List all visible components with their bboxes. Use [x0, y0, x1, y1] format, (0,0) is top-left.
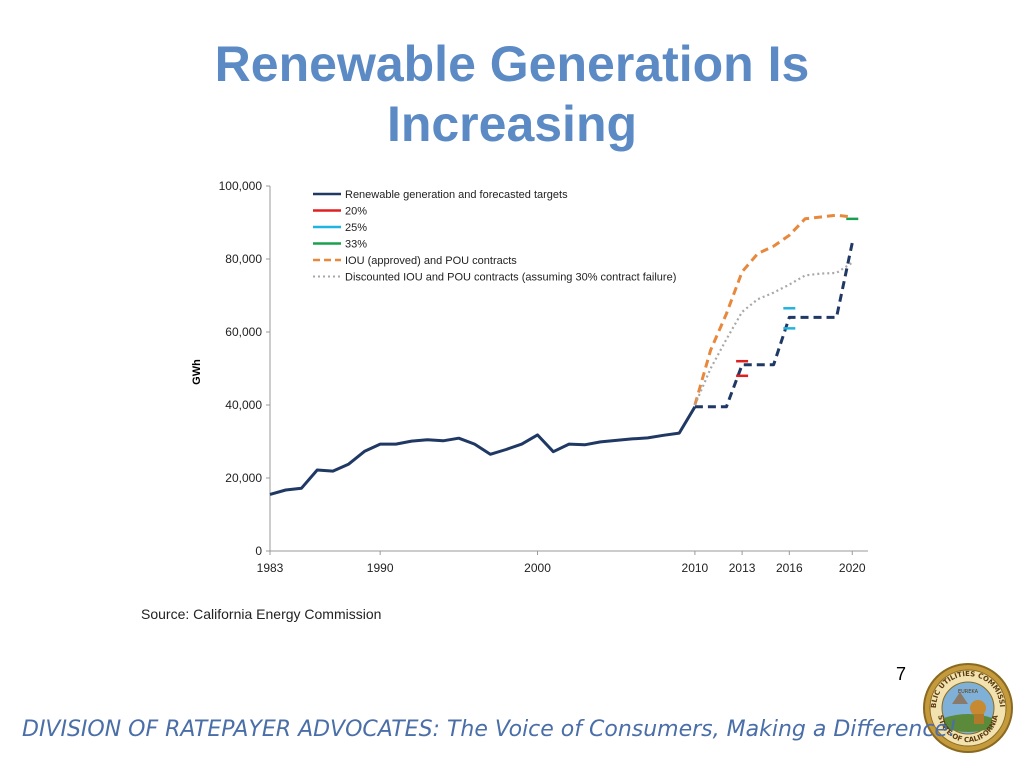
x-tick-label: 1990: [367, 561, 394, 575]
x-tick-label: 2010: [682, 561, 709, 575]
series-line-discounted-iou-and-pou-contracts-assuming-30-contract-failure: [693, 261, 853, 406]
y-tick-label: 60,000: [225, 325, 262, 339]
x-tick-label: 2013: [729, 561, 756, 575]
renewable-generation-chart: 0 20,000 40,000 60,000 80,000 100,000 1983 1990…: [191, 179, 868, 575]
series-line-iou-approved-and-pou-contracts: [693, 213, 853, 406]
y-tick-label: 100,000: [219, 179, 263, 193]
source-note: Source: California Energy Commission: [141, 606, 382, 622]
y-tick-label: 0: [255, 544, 262, 558]
series-line-renewable-generation-and-forecasted-targets: [269, 406, 697, 496]
slide-title-line-1: Renewable Generation Is: [214, 36, 810, 92]
x-tick-label: 1983: [257, 561, 284, 575]
y-tick-label: 20,000: [225, 471, 262, 485]
y-tick-label: 80,000: [225, 252, 262, 266]
footer-tagline: DIVISION OF RATEPAYER ADVOCATES: The Voi…: [22, 717, 957, 742]
x-tick-label: 2020: [839, 561, 866, 575]
x-tick-label: 2000: [524, 561, 551, 575]
legend-label: 33%: [345, 239, 367, 251]
legend-label: Renewable generation and forecasted targ…: [345, 189, 568, 201]
axes: 0 20,000 40,000 60,000 80,000 100,000 1983 1990…: [219, 179, 868, 575]
y-axis-label: GWh: [191, 359, 203, 385]
series-line-renewable-generation-and-forecasted-targets-forecast: [694, 242, 854, 409]
legend-label: IOU (approved) and POU contracts: [345, 255, 517, 267]
legend-label: 25%: [345, 222, 367, 234]
legend-label: Discounted IOU and POU contracts (assumi…: [345, 272, 676, 284]
slide-title: Renewable Generation Is Increasing: [0, 34, 1024, 154]
seal-motto: EUREKA: [958, 689, 979, 695]
x-tick-label: 2016: [776, 561, 803, 575]
y-tick-label: 40,000: [225, 398, 262, 412]
legend-label: 20%: [345, 206, 367, 218]
slide-title-line-2: Increasing: [386, 96, 638, 152]
series-layer: [269, 213, 859, 496]
legend: Renewable generation and forecasted targ…: [313, 189, 676, 284]
california-puc-seal-icon: PUBLIC UTILITIES COMMISSION STATE OF CAL…: [922, 662, 1013, 753]
page-number: 7: [896, 664, 907, 684]
